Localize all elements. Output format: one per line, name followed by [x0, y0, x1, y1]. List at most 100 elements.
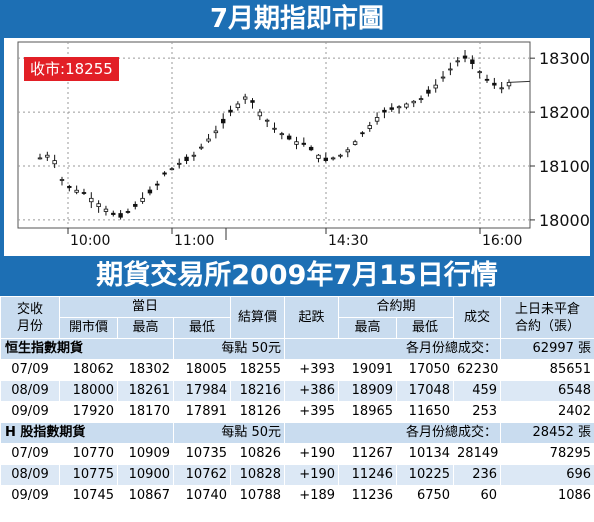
- table-cell: 78295: [500, 443, 594, 465]
- section-header-row: 恒生指數期貨 每點 50元 各月份總成交： 62997 張: [0, 338, 594, 360]
- table-row: 09/09 17920 18170 17891 18126 +395 18965 11650 2…: [0, 401, 594, 423]
- table-cell: +190: [284, 464, 340, 486]
- table-cell: 18216: [230, 380, 286, 402]
- section-total-label: 各月份總成交：: [284, 422, 502, 444]
- candle-body: [155, 183, 160, 186]
- candle-body: [455, 60, 460, 63]
- section-name: H 股指數期貨: [0, 422, 174, 444]
- col-header-contract-low: 最低: [396, 317, 455, 339]
- section-name: 恒生指數期貨: [0, 338, 174, 360]
- table-cell: 459: [453, 380, 502, 402]
- candle-body: [242, 96, 248, 100]
- close-label: 收市:: [30, 60, 66, 78]
- candle-body: [235, 103, 241, 108]
- table-cell: 18005: [172, 359, 232, 381]
- header-oi-bottom: 合約（張）: [515, 318, 581, 334]
- candle-body: [59, 179, 65, 181]
- table-cell: 08/09: [0, 380, 60, 402]
- candle-body: [125, 211, 131, 213]
- table-title: 期貨交易所2009年7月15日行情: [0, 256, 594, 296]
- candle-body: [118, 213, 123, 218]
- candle-body: [191, 154, 197, 157]
- candle-body: [140, 197, 145, 202]
- candle-body: [213, 130, 219, 134]
- candle-body: [506, 82, 512, 87]
- section-header-row: H 股指數期貨 每點 50元 各月份總成交： 28452 張: [0, 422, 594, 444]
- table-cell: 17920: [59, 401, 118, 423]
- candle-body: [308, 146, 314, 151]
- table-cell: 2402: [500, 401, 594, 423]
- table-cell: 18000: [59, 380, 118, 402]
- table-cell: +393: [284, 359, 340, 381]
- table-cell: 09/09: [0, 401, 60, 423]
- table-row: 08/09 10775 10900 10762 10828 +190 11246 10225 2…: [0, 464, 594, 486]
- section-total-value: 28452 張: [500, 422, 594, 444]
- candle-body: [147, 189, 153, 194]
- candle-body: [111, 212, 116, 215]
- col-header-settle: 結算價: [230, 296, 286, 339]
- candle-body: [199, 146, 204, 149]
- candle-body: [103, 208, 109, 212]
- table-cell: 18909: [338, 380, 398, 402]
- col-header-open-interest: 上日未平倉 合約（張）: [500, 296, 594, 339]
- section-total-value: 62997 張: [500, 338, 594, 360]
- candle-body: [316, 154, 321, 159]
- table-cell: 08/09: [0, 464, 60, 486]
- table-cell: 19091: [338, 359, 398, 381]
- candle-body: [418, 98, 424, 101]
- candle-body: [286, 135, 292, 140]
- header-month-bottom: 月份: [16, 318, 43, 334]
- last-price-line: [508, 80, 531, 83]
- table-cell: 10762: [172, 464, 232, 486]
- candle-body: [89, 197, 94, 203]
- col-header-day: 當日: [58, 296, 232, 318]
- col-header-open: 開市價: [59, 317, 118, 339]
- col-header-contract-high: 最高: [338, 317, 398, 339]
- futures-table: 交收 月份 當日 結算價 起跌 合約期 成交 上日未平倉 合約（張） 開市價 最高 …: [0, 296, 594, 507]
- candle-body: [184, 156, 189, 162]
- table-cell: 28149: [453, 443, 502, 465]
- y-tick-label: 18000: [539, 211, 590, 230]
- col-header-high: 最高: [117, 317, 174, 339]
- candle-body: [396, 106, 402, 109]
- col-header-low: 最低: [172, 317, 232, 339]
- table-cell: 18255: [230, 359, 286, 381]
- section-unit: 每點 50元: [172, 338, 286, 360]
- y-tick-label: 18300: [539, 49, 590, 68]
- candle-body: [45, 154, 50, 158]
- table-cell: +395: [284, 401, 340, 423]
- table-cell: 10826: [230, 443, 286, 465]
- x-tick-label: 14:30: [328, 233, 368, 249]
- candle-body: [484, 78, 490, 81]
- candle-body: [352, 141, 358, 145]
- candle-body: [330, 157, 336, 160]
- table-cell: 6750: [396, 485, 455, 507]
- candle-body: [52, 160, 57, 165]
- table-cell: 236: [453, 464, 502, 486]
- x-tick-label: 11:00: [174, 233, 214, 249]
- table-cell: 253: [453, 401, 502, 423]
- table-cell: 18126: [230, 401, 286, 423]
- col-header-change: 起跌: [284, 296, 340, 339]
- table-cell: 10134: [396, 443, 455, 465]
- candle-body: [228, 109, 233, 113]
- candle-body: [294, 141, 299, 145]
- candle-body: [206, 138, 211, 142]
- candle-body: [382, 109, 387, 113]
- candle-body: [81, 192, 87, 194]
- candle-body: [264, 119, 270, 122]
- candle-body: [477, 71, 482, 74]
- table-cell: 18261: [117, 380, 174, 402]
- table-row: 08/09 18000 18261 17984 18216 +386 18909 17048 4…: [0, 380, 594, 402]
- y-tick-label: 18200: [539, 103, 590, 122]
- candle-body: [426, 89, 431, 94]
- col-header-month: 交收 月份: [0, 296, 60, 339]
- table-cell: 10225: [396, 464, 455, 486]
- table-row: 07/09 18062 18302 18005 18255 +393 19091 17050 6…: [0, 359, 594, 381]
- candle-body: [440, 76, 446, 79]
- candle-body: [492, 82, 497, 86]
- table-row: 09/09 10745 10867 10740 10788 +189 11236 6750 60…: [0, 485, 594, 507]
- table-cell: 10828: [230, 464, 286, 486]
- table-cell: 18062: [59, 359, 118, 381]
- table-cell: 10909: [117, 443, 174, 465]
